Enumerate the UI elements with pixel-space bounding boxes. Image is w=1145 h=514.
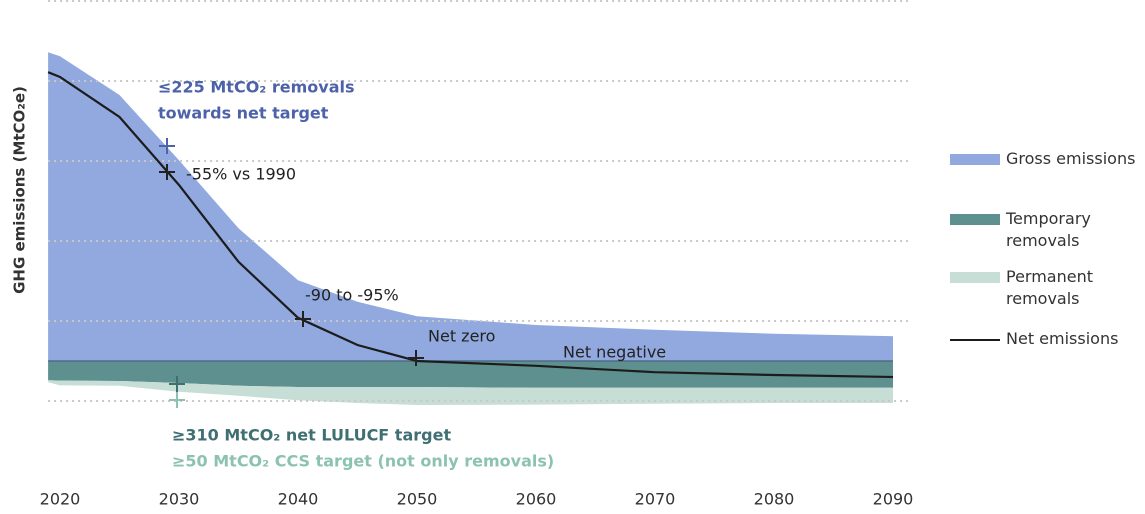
x-tick-label: 2040 [278, 490, 319, 509]
marker [169, 376, 185, 392]
legend-swatch [950, 214, 1000, 225]
line [47, 71, 894, 379]
marker [159, 164, 175, 180]
x-tick-label: 2050 [397, 490, 438, 509]
legend-item: Temporary removals [950, 209, 1136, 252]
marker [295, 311, 311, 327]
annotation: ≤225 MtCO₂ removals [158, 78, 355, 97]
plot [47, 0, 908, 405]
x-tick-label: 2030 [159, 490, 200, 509]
legend-item: Gross emissions [950, 149, 1145, 170]
marker [408, 350, 424, 366]
annotation: -55% vs 1990 [186, 165, 296, 184]
legend-swatch [950, 339, 1000, 341]
annotation: ≥310 MtCO₂ net LULUCF target [172, 426, 451, 445]
marker [169, 392, 185, 408]
x-tick-label: 2060 [516, 490, 557, 509]
x-tick-label: 2020 [40, 490, 81, 509]
x-tick-label: 2090 [873, 490, 914, 509]
legend-label: Temporary removals [1006, 209, 1091, 250]
legend-item: Permanent removals [950, 267, 1136, 310]
x-tick-label: 2070 [635, 490, 676, 509]
legend-label: Permanent removals [1006, 267, 1094, 308]
area [48, 361, 894, 388]
annotation: towards net target [158, 104, 329, 123]
area [48, 380, 894, 405]
legend-label: Gross emissions [1006, 149, 1136, 168]
annotation: Net negative [563, 343, 666, 362]
marker [159, 138, 175, 154]
legend-label: Net emissions [1006, 329, 1119, 348]
area [48, 52, 894, 361]
legend-swatch [950, 272, 1000, 283]
legend-swatch [950, 154, 1000, 165]
annotation: -90 to -95% [305, 286, 399, 305]
markers [159, 138, 424, 408]
annotation: ≥50 MtCO₂ CCS target (not only removals) [172, 452, 554, 471]
y-axis-label: GHG emissions (MtCO₂e) [11, 86, 29, 294]
legend-item: Net emissions [950, 329, 1136, 350]
x-tick-label: 2080 [754, 490, 795, 509]
annotation: Net zero [428, 327, 495, 346]
